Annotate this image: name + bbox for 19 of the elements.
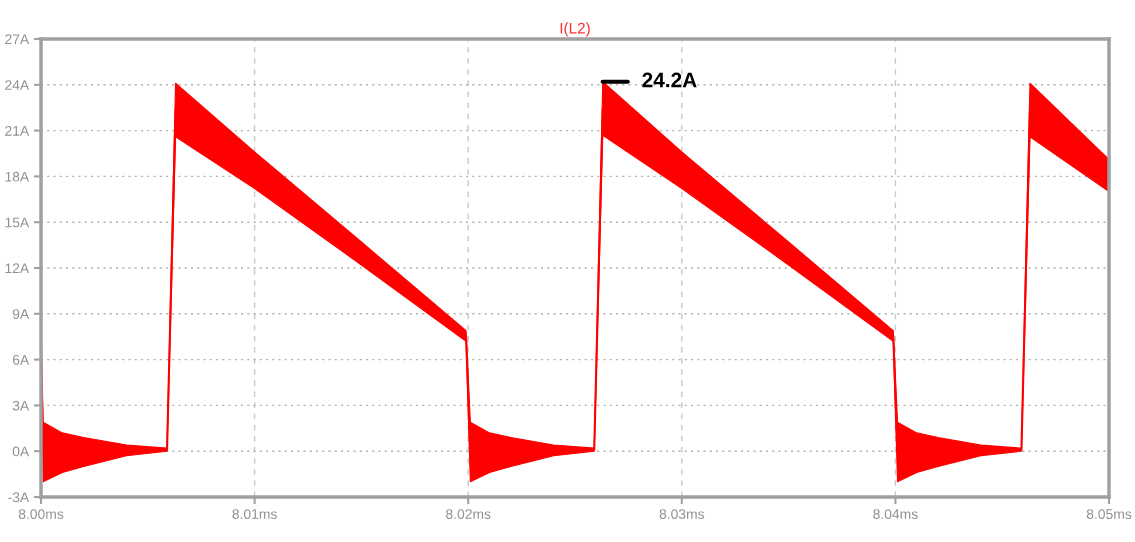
y-tick-label: 15A: [5, 217, 30, 228]
y-tick-label: 24A: [5, 80, 30, 90]
chart-title: I(L2): [560, 22, 590, 37]
y-tick-label: 21A: [5, 125, 30, 136]
y-tick-label: 0A: [12, 446, 30, 457]
y-tick-label: 9A: [12, 309, 30, 319]
y-tick-label: 18A: [5, 171, 30, 182]
x-tick-label: 8.03ms: [659, 509, 705, 520]
y-tick-label: 12A: [5, 263, 30, 274]
y-tick-label: 6A: [12, 354, 30, 365]
x-tick-label: 8.04ms: [873, 509, 918, 520]
y-tick-label: 3A: [12, 400, 30, 411]
x-tick-label: 8.02ms: [446, 509, 491, 520]
x-tick-label: 8.05ms: [1086, 509, 1132, 520]
x-tick-label: 8.00ms: [18, 509, 64, 520]
x-tick-label: 8.01ms: [232, 509, 277, 520]
y-tick-label: 27A: [5, 34, 30, 45]
annotation: 24.2A: [642, 72, 697, 88]
y-tick-label: -3A: [8, 492, 30, 503]
